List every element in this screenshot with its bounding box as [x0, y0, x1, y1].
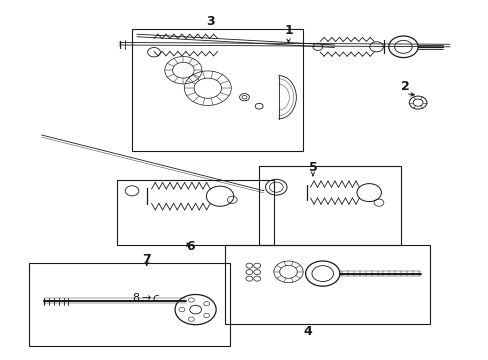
Bar [224, 245, 429, 324]
Text: 1: 1 [284, 24, 292, 37]
Bar [132, 29, 303, 151]
Text: 5: 5 [308, 161, 317, 174]
Bar [117, 180, 273, 245]
Bar [259, 166, 400, 245]
Text: 7: 7 [142, 253, 151, 266]
Text: 3: 3 [205, 15, 214, 28]
Text: 6: 6 [186, 240, 195, 253]
Bar [29, 263, 229, 346]
Text: 2: 2 [401, 80, 409, 93]
Text: $8{\rightarrow}c$: $8{\rightarrow}c$ [132, 291, 161, 303]
Text: 4: 4 [303, 325, 312, 338]
